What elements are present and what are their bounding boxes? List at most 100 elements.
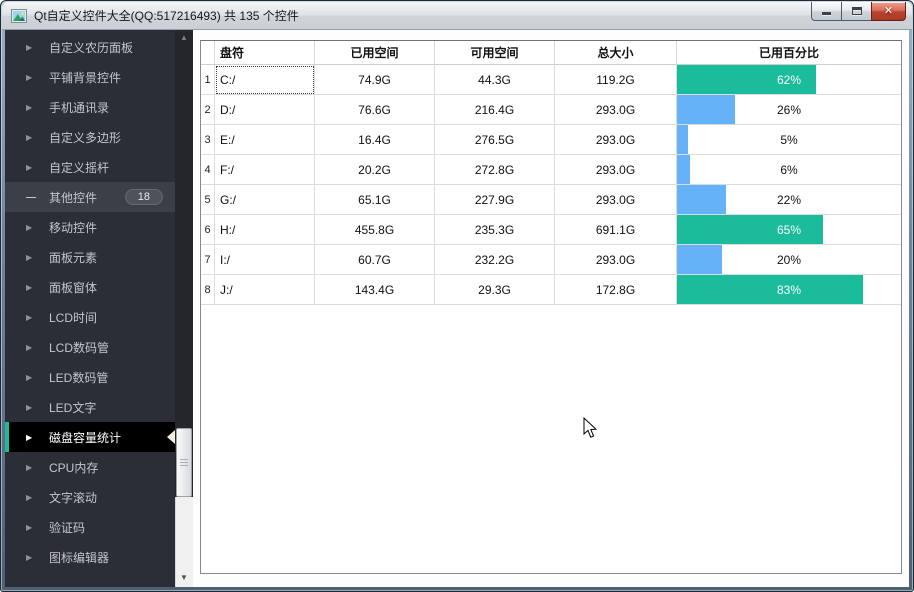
percent-bar (677, 155, 691, 184)
drive-cell[interactable]: D:/ (215, 95, 315, 125)
table-row: 4 F:/ 20.2G 272.8G 293.0G 6% (201, 155, 901, 185)
sidebar-item-3[interactable]: ▶ 自定义多边形 (5, 122, 175, 152)
used-cell[interactable]: 60.7G (315, 245, 435, 275)
sidebar-item-label: 自定义农历面板 (49, 40, 134, 55)
column-header-3[interactable]: 总大小 (555, 41, 677, 65)
table-row: 5 G:/ 65.1G 227.9G 293.0G 22% (201, 185, 901, 215)
sidebar-item-15[interactable]: ▶ 文字滚动 (5, 482, 175, 512)
percent-bar (677, 95, 736, 124)
percent-label: 26% (776, 102, 802, 117)
window-controls: ✕ (811, 2, 906, 21)
free-cell[interactable]: 216.4G (435, 95, 555, 125)
sidebar-item-label: 其他控件 (49, 190, 98, 205)
total-cell[interactable]: 293.0G (555, 95, 677, 125)
percent-cell[interactable]: 83% (677, 275, 901, 305)
sidebar-item-9[interactable]: ▶ LCD时间 (5, 302, 175, 332)
sidebar-item-0[interactable]: ▶ 自定义农历面板 (5, 32, 175, 62)
total-cell[interactable]: 119.2G (555, 65, 677, 95)
free-cell[interactable]: 227.9G (435, 185, 555, 215)
sidebar-item-17[interactable]: ▶ 图标编辑器 (5, 542, 175, 572)
free-cell[interactable]: 276.5G (435, 125, 555, 155)
drive-cell[interactable]: E:/ (215, 125, 315, 155)
total-cell[interactable]: 293.0G (555, 245, 677, 275)
scroll-down-icon[interactable]: ▼ (180, 573, 188, 582)
drive-cell[interactable]: H:/ (215, 215, 315, 245)
percent-cell[interactable]: 6% (677, 155, 901, 185)
drive-cell[interactable]: F:/ (215, 155, 315, 185)
total-cell[interactable]: 172.8G (555, 275, 677, 305)
maximize-button[interactable] (841, 2, 872, 21)
row-number: 1 (201, 65, 215, 95)
sidebar-item-label: 磁盘容量统计 (49, 430, 122, 445)
scrollbar-thumb[interactable] (176, 428, 192, 497)
column-header-4[interactable]: 已用百分比 (677, 41, 901, 65)
total-cell[interactable]: 293.0G (555, 185, 677, 215)
sidebar-item-label: 面板元素 (49, 250, 98, 265)
used-cell[interactable]: 76.6G (315, 95, 435, 125)
free-cell[interactable]: 44.3G (435, 65, 555, 95)
sidebar-item-1[interactable]: ▶ 平铺背景控件 (5, 62, 175, 92)
used-cell[interactable]: 65.1G (315, 185, 435, 215)
scrollbar-track-lower[interactable] (175, 497, 193, 587)
total-cell[interactable]: 293.0G (555, 125, 677, 155)
used-cell[interactable]: 74.9G (315, 65, 435, 95)
sidebar-item-13[interactable]: ▶ 磁盘容量统计 (5, 422, 175, 452)
scroll-up-icon[interactable]: ▲ (180, 33, 188, 42)
sidebar-item-label: CPU内存 (49, 460, 99, 475)
used-cell[interactable]: 16.4G (315, 125, 435, 155)
free-cell[interactable]: 272.8G (435, 155, 555, 185)
sidebar-item-8[interactable]: ▶ 面板窗体 (5, 272, 175, 302)
sidebar-item-2[interactable]: ▶ 手机通讯录 (5, 92, 175, 122)
drive-cell[interactable]: I:/ (215, 245, 315, 275)
sidebar-item-6[interactable]: ▶ 移动控件 (5, 212, 175, 242)
column-header-1[interactable]: 已用空间 (315, 41, 435, 65)
total-cell[interactable]: 293.0G (555, 155, 677, 185)
sidebar-item-10[interactable]: ▶ LCD数码管 (5, 332, 175, 362)
percent-cell[interactable]: 22% (677, 185, 901, 215)
free-cell[interactable]: 235.3G (435, 215, 555, 245)
titlebar[interactable]: Qt自定义控件大全(QQ:517216493) 共 135 个控件 ✕ (2, 2, 912, 30)
drive-cell[interactable]: G:/ (215, 185, 315, 215)
minimize-button[interactable] (811, 2, 842, 21)
sidebar-item-4[interactable]: ▶ 自定义摇杆 (5, 152, 175, 182)
close-icon: ✕ (883, 4, 894, 17)
total-cell[interactable]: 691.1G (555, 215, 677, 245)
drive-cell[interactable]: J:/ (215, 275, 315, 305)
expand-arrow-icon: ▶ (26, 252, 33, 262)
used-cell[interactable]: 143.4G (315, 275, 435, 305)
drive-cell[interactable]: C:/ (215, 65, 315, 95)
used-cell[interactable]: 455.8G (315, 215, 435, 245)
percent-cell[interactable]: 65% (677, 215, 901, 245)
close-button[interactable]: ✕ (871, 2, 906, 21)
sidebar-item-label: 移动控件 (49, 220, 98, 235)
expand-arrow-icon: ▶ (26, 522, 33, 532)
sidebar-item-label: 手机通讯录 (49, 100, 110, 115)
row-number: 8 (201, 275, 215, 305)
percent-label: 6% (780, 162, 798, 177)
expand-arrow-icon: ▶ (26, 132, 33, 142)
percent-cell[interactable]: 26% (677, 95, 901, 125)
column-header-0[interactable]: 盘符 (215, 41, 315, 65)
sidebar-item-11[interactable]: ▶ LED数码管 (5, 362, 175, 392)
free-cell[interactable]: 29.3G (435, 275, 555, 305)
sidebar-item-5[interactable]: — 其他控件 18 (5, 182, 175, 212)
sidebar-item-14[interactable]: ▶ CPU内存 (5, 452, 175, 482)
row-number: 3 (201, 125, 215, 155)
percent-cell[interactable]: 20% (677, 245, 901, 275)
sidebar-item-7[interactable]: ▶ 面板元素 (5, 242, 175, 272)
count-badge: 18 (124, 189, 163, 205)
selected-marker-icon (167, 430, 175, 444)
minimize-icon (822, 12, 831, 15)
percent-cell[interactable]: 5% (677, 125, 901, 155)
sidebar-item-16[interactable]: ▶ 验证码 (5, 512, 175, 542)
table-row: 1 C:/ 74.9G 44.3G 119.2G 62% (201, 65, 901, 95)
used-cell[interactable]: 20.2G (315, 155, 435, 185)
free-cell[interactable]: 232.2G (435, 245, 555, 275)
sidebar-item-label: 文字滚动 (49, 490, 98, 505)
expand-arrow-icon: ▶ (26, 492, 33, 502)
sidebar-scrollbar[interactable]: ▲ ▼ (175, 30, 193, 587)
sidebar-item-12[interactable]: ▶ LED文字 (5, 392, 175, 422)
percent-cell[interactable]: 62% (677, 65, 901, 95)
column-header-2[interactable]: 可用空间 (435, 41, 555, 65)
sidebar-menu: ▶ 自定义农历面板 ▶ 平铺背景控件 ▶ 手机通讯录 ▶ 自定义多边形 ▶ 自定… (5, 30, 175, 587)
